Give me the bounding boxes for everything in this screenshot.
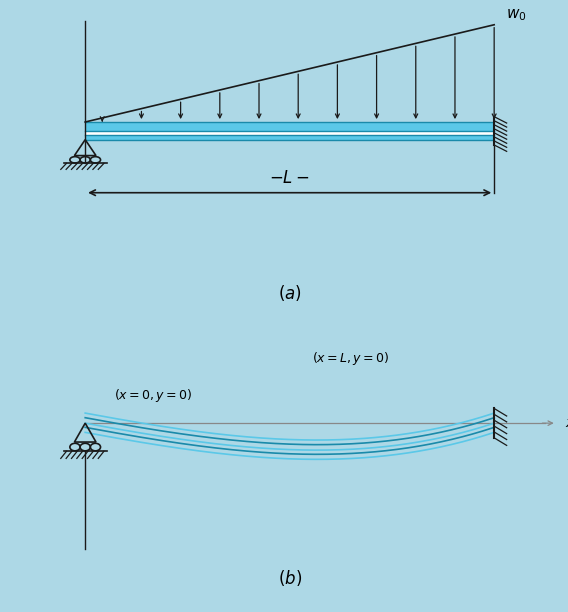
Text: $w_0$: $w_0$ [506, 7, 526, 23]
Text: $(x = 0, y = 0)$: $(x = 0, y = 0)$ [114, 387, 192, 405]
Text: $(x = L, y = 0)$: $(x = L, y = 0)$ [312, 349, 390, 367]
Text: $(a)$: $(a)$ [278, 283, 302, 304]
FancyBboxPatch shape [85, 122, 494, 131]
FancyBboxPatch shape [85, 135, 494, 140]
Text: $x$: $x$ [565, 416, 568, 430]
Text: $(b)$: $(b)$ [278, 569, 302, 588]
Text: $-L-$: $-L-$ [269, 170, 310, 187]
FancyBboxPatch shape [85, 131, 494, 135]
